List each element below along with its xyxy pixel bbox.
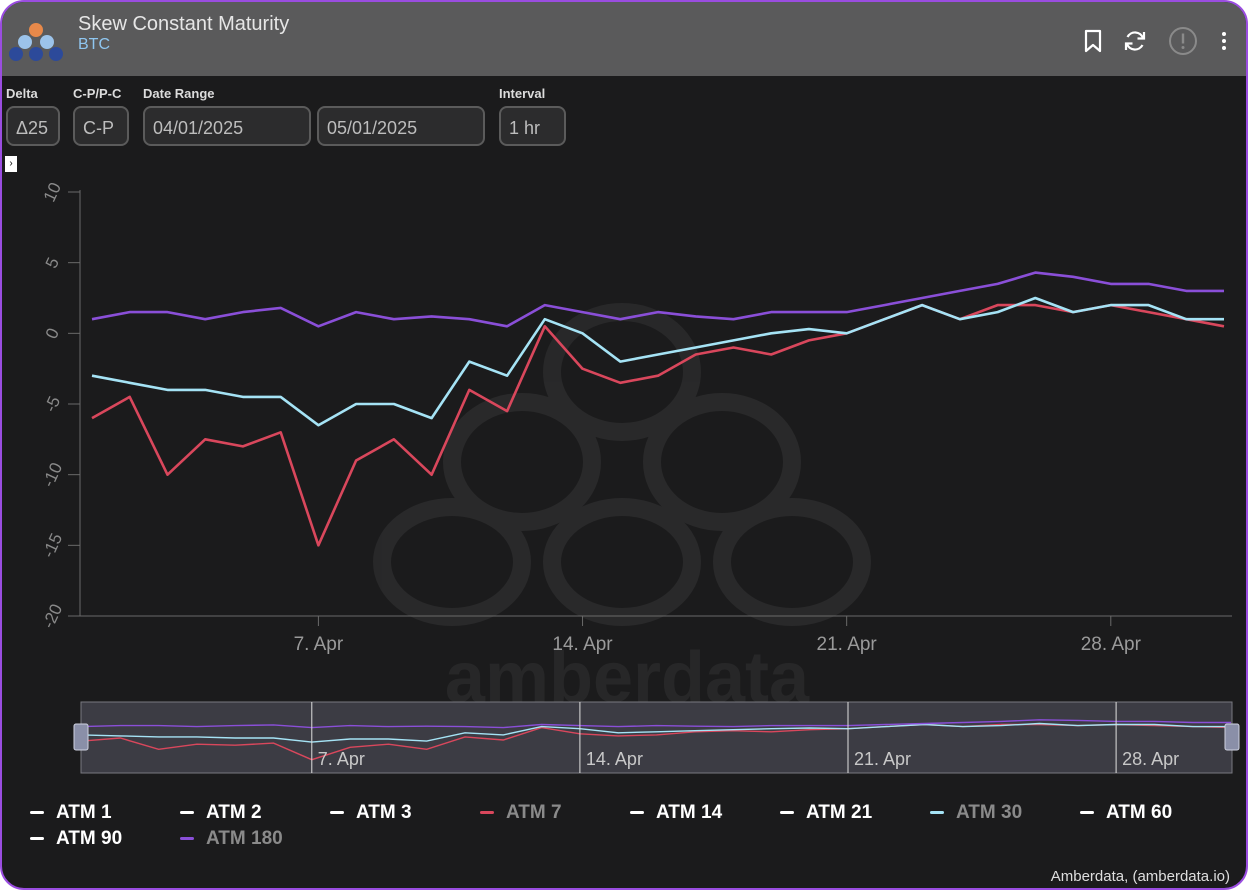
- legend-swatch: [630, 811, 644, 815]
- chart-legend: ATM 1 ATM 2 ATM 3 ATM 7 ATM 14 ATM 21 ATM 30 AT…: [30, 802, 1230, 862]
- legend-label: ATM 90: [56, 828, 123, 849]
- series-line-atm-30: [91, 296, 1224, 427]
- controls-bar: Delta Δ25 C-P/P-C C-P Date Range 04/01/2…: [2, 76, 1246, 156]
- navigator-tick-label: 14. Apr: [586, 749, 643, 769]
- amberdata-logo-icon: [9, 23, 63, 61]
- panel-toggle-icon[interactable]: ›: [5, 156, 17, 172]
- legend-swatch: [30, 837, 44, 841]
- legend-label: ATM 30: [956, 802, 1023, 823]
- y-tick-label: -15: [39, 530, 67, 560]
- legend-label: ATM 7: [506, 802, 562, 823]
- alert-icon[interactable]: [1168, 26, 1198, 56]
- watermark-logo: [373, 303, 871, 626]
- interval-select[interactable]: 1 hr: [499, 106, 566, 146]
- navigator-ticks: 7. Apr 14. Apr 21. Apr 28. Apr: [311, 702, 1179, 773]
- cp-label: C-P/P-C: [73, 86, 122, 101]
- legend-label: ATM 21: [806, 802, 873, 823]
- page-title: Skew Constant Maturity: [78, 13, 290, 35]
- legend-item-atm-7[interactable]: ATM 7: [480, 802, 562, 824]
- y-tick-label: -5: [41, 393, 65, 415]
- legend-label: ATM 60: [1106, 802, 1173, 823]
- navigator-right-handle[interactable]: [1224, 723, 1240, 751]
- x-tick-label: 7. Apr: [294, 634, 344, 655]
- more-vert-icon[interactable]: [1218, 28, 1230, 54]
- legend-item-atm-60[interactable]: ATM 60: [1080, 802, 1172, 824]
- y-tick-label: 0: [42, 325, 63, 342]
- legend-item-atm-3[interactable]: ATM 3: [330, 802, 412, 824]
- legend-swatch: [180, 837, 194, 841]
- y-tick-label: 5: [42, 255, 63, 272]
- bookmark-icon[interactable]: [1080, 28, 1106, 54]
- delta-label: Delta: [6, 86, 38, 101]
- series-lines: [91, 271, 1225, 547]
- legend-label: ATM 2: [206, 802, 262, 823]
- date-end-input[interactable]: 05/01/2025: [317, 106, 485, 146]
- series-line-atm-7: [91, 303, 1225, 547]
- legend-label: ATM 1: [56, 802, 112, 823]
- legend-swatch: [780, 811, 794, 815]
- y-axis-ticks: 10 5 0 -5 -10 -15 -20: [39, 180, 80, 631]
- legend-swatch: [180, 811, 194, 815]
- legend-label: ATM 14: [656, 802, 723, 823]
- legend-swatch: [930, 811, 944, 815]
- series-line-atm-180: [91, 271, 1224, 328]
- delta-select[interactable]: Δ25: [6, 106, 60, 146]
- legend-label: ATM 3: [356, 802, 412, 823]
- refresh-icon[interactable]: [1122, 28, 1148, 54]
- x-tick-label: 14. Apr: [552, 634, 613, 655]
- y-tick-label: -10: [39, 460, 67, 490]
- legend-swatch: [1080, 811, 1094, 815]
- x-tick-label: 28. Apr: [1081, 634, 1142, 655]
- legend-swatch: [30, 811, 44, 815]
- legend-swatch: [480, 811, 494, 815]
- x-tick-label: 21. Apr: [817, 634, 878, 655]
- navigator-line-atm-7: [81, 723, 1232, 761]
- legend-item-atm-90[interactable]: ATM 90: [30, 828, 122, 850]
- header-bar: Skew Constant Maturity BTC: [2, 2, 1246, 76]
- navigator[interactable]: 7. Apr 14. Apr 21. Apr 28. Apr: [73, 701, 1240, 774]
- legend-label: ATM 180: [206, 828, 283, 849]
- navigator-tick-label: 7. Apr: [318, 749, 365, 769]
- cp-select[interactable]: C-P: [73, 106, 129, 146]
- legend-item-atm-21[interactable]: ATM 21: [780, 802, 872, 824]
- legend-item-atm-180[interactable]: ATM 180: [180, 828, 283, 850]
- legend-item-atm-1[interactable]: ATM 1: [30, 802, 112, 824]
- date-range-label: Date Range: [143, 86, 215, 101]
- legend-swatch: [330, 811, 344, 815]
- navigator-line-atm-180: [81, 719, 1231, 729]
- legend-item-atm-30[interactable]: ATM 30: [930, 802, 1022, 824]
- interval-label: Interval: [499, 86, 546, 101]
- navigator-line-atm-30: [81, 722, 1231, 743]
- x-axis-ticks: 7. Apr 14. Apr 21. Apr 28. Apr: [294, 616, 1142, 655]
- y-tick-label: -20: [39, 601, 67, 631]
- legend-item-atm-14[interactable]: ATM 14: [630, 802, 722, 824]
- credit-text: Amberdata, (amberdata.io): [1050, 868, 1230, 885]
- asset-subtitle: BTC: [78, 36, 110, 53]
- y-tick-label: 10: [40, 180, 65, 205]
- date-start-input[interactable]: 04/01/2025: [143, 106, 311, 146]
- legend-item-atm-2[interactable]: ATM 2: [180, 802, 262, 824]
- navigator-tick-label: 21. Apr: [854, 749, 911, 769]
- navigator-series: [81, 719, 1232, 761]
- navigator-left-handle[interactable]: [73, 723, 89, 751]
- navigator-tick-label: 28. Apr: [1122, 749, 1179, 769]
